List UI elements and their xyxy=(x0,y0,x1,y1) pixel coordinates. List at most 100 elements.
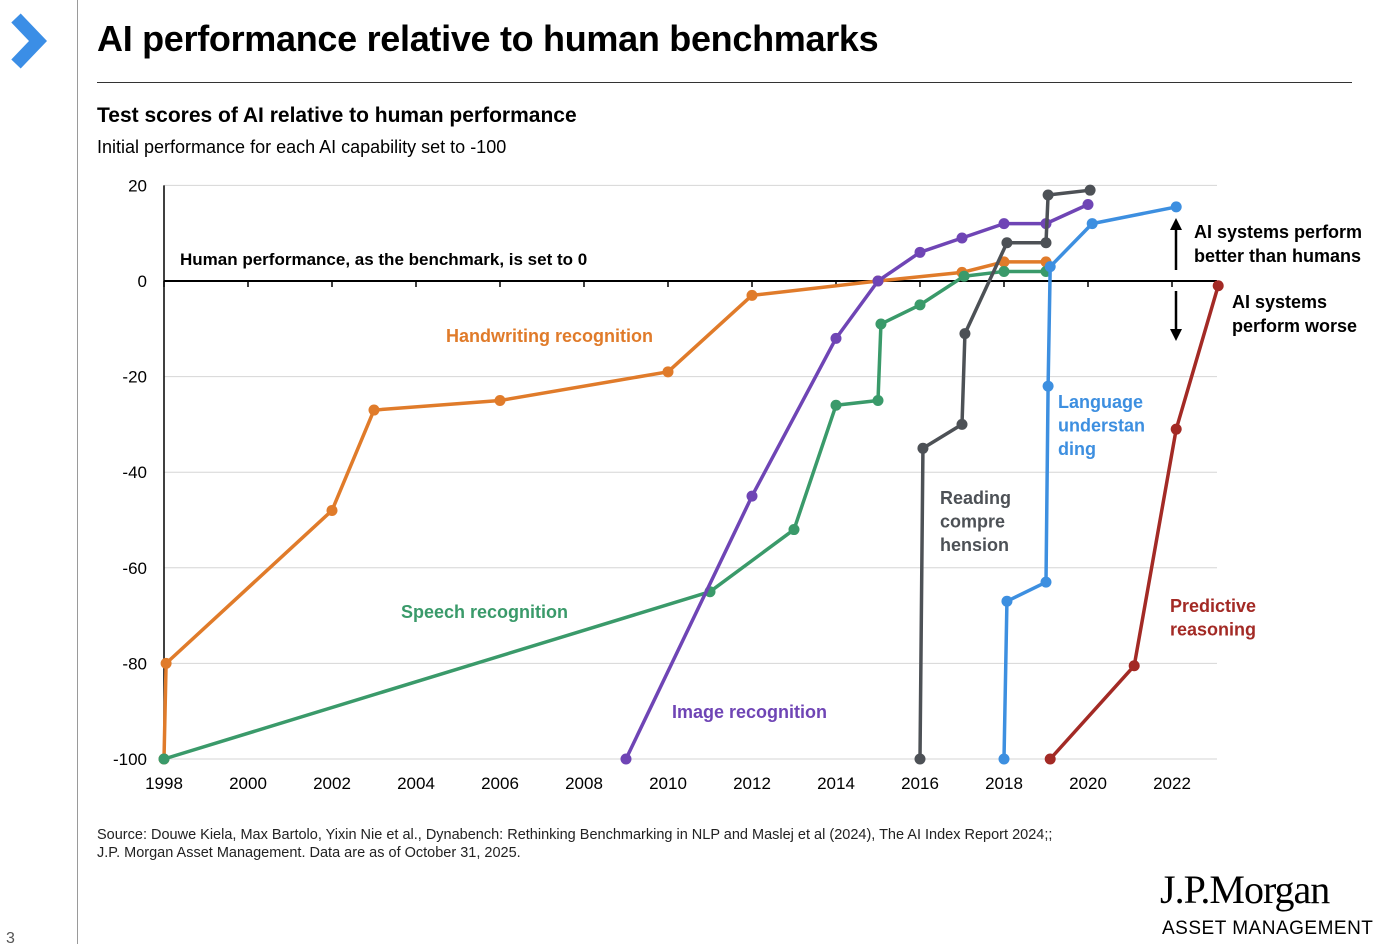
series-label: ding xyxy=(1058,439,1096,459)
data-point xyxy=(1042,380,1054,392)
x-tick-label: 1998 xyxy=(145,774,183,793)
data-point xyxy=(872,275,884,287)
data-point xyxy=(746,490,758,502)
data-point xyxy=(1001,237,1013,249)
series-line xyxy=(918,188,1091,760)
series-reading-comprehension: Reading compre hension xyxy=(914,184,1096,765)
better-annotation: AI systems perform xyxy=(1194,222,1362,242)
series-label: Language xyxy=(1058,392,1143,412)
worse-annotation: AI systems xyxy=(1232,292,1327,312)
page-title: AI performance relative to human benchma… xyxy=(97,18,879,59)
divider-vertical xyxy=(77,0,78,944)
x-tick-label: 2000 xyxy=(229,774,267,793)
series-label: Speech recognition xyxy=(401,602,568,622)
x-tick-label: 2018 xyxy=(985,774,1023,793)
series-label: understan xyxy=(1058,416,1145,436)
data-point xyxy=(788,524,800,536)
data-point xyxy=(326,504,338,516)
series-label: Predictive xyxy=(1170,596,1256,616)
series-predictive-reasoning: Predictive reasoning xyxy=(1044,280,1256,765)
data-point xyxy=(956,418,968,430)
data-point xyxy=(872,395,884,406)
data-point xyxy=(1001,595,1013,607)
jpmorgan-logo: J.P.Morgan xyxy=(1160,867,1330,912)
data-point xyxy=(875,318,887,330)
data-point xyxy=(1044,261,1056,273)
jpmorgan-logo-subtitle: ASSET MANAGEMENT xyxy=(1162,918,1374,939)
data-point xyxy=(956,232,968,244)
x-tick-label: 2016 xyxy=(901,774,939,793)
data-point xyxy=(959,328,971,340)
series-speech-recognition: Speech recognition xyxy=(158,265,1052,765)
data-point xyxy=(914,753,926,765)
source-line-2: J.P. Morgan Asset Management. Data are a… xyxy=(97,845,521,861)
data-point xyxy=(830,332,842,344)
data-point xyxy=(662,366,674,378)
worse-annotation: perform worse xyxy=(1232,316,1357,336)
data-point xyxy=(1042,189,1054,201)
x-tick-label: 2022 xyxy=(1153,774,1191,793)
data-point xyxy=(746,289,758,301)
data-point xyxy=(1128,660,1140,672)
y-tick-label: -20 xyxy=(122,368,147,387)
y-tick-label: 0 xyxy=(138,272,147,291)
arrow-up-icon xyxy=(1170,218,1182,230)
data-point xyxy=(917,442,929,454)
x-tick-label: 2014 xyxy=(817,774,855,793)
data-point xyxy=(998,265,1010,277)
x-tick-label: 2010 xyxy=(649,774,687,793)
data-point xyxy=(1212,280,1224,292)
series-label: reasoning xyxy=(1170,620,1256,640)
data-point xyxy=(1040,237,1052,249)
chevron-right-icon xyxy=(11,13,47,69)
x-tick-label: 2002 xyxy=(313,774,351,793)
data-point xyxy=(914,299,926,311)
data-point xyxy=(958,270,970,282)
divider-horizontal xyxy=(97,82,1352,83)
data-point xyxy=(1170,423,1182,435)
page-number: 3 xyxy=(6,930,15,947)
source-note: Source: Douwe Kiela, Max Bartolo, Yixin … xyxy=(97,826,1052,862)
data-point xyxy=(160,657,172,669)
series-line xyxy=(1048,285,1220,761)
data-point xyxy=(998,218,1010,230)
series-label: hension xyxy=(940,535,1009,555)
chart-title: Test scores of AI relative to human perf… xyxy=(97,104,577,127)
y-tick-label: -40 xyxy=(122,463,147,482)
x-tick-label: 2012 xyxy=(733,774,771,793)
series-label: Handwriting recognition xyxy=(446,326,653,346)
data-point xyxy=(914,246,926,258)
data-point xyxy=(494,395,506,406)
x-tick-label: 2020 xyxy=(1069,774,1107,793)
arrow-down-icon xyxy=(1170,329,1182,341)
series-label: Image recognition xyxy=(672,702,827,722)
data-point xyxy=(620,753,632,765)
y-tick-label: -80 xyxy=(122,654,147,673)
data-point xyxy=(1086,218,1098,230)
series-label: compre xyxy=(940,512,1005,532)
data-point xyxy=(1040,576,1052,588)
better-annotation: better than humans xyxy=(1194,246,1361,266)
data-point xyxy=(830,399,842,411)
baseline-annotation: Human performance, as the benchmark, is … xyxy=(180,250,587,269)
chart-subtitle: Initial performance for each AI capabili… xyxy=(97,137,507,157)
data-point xyxy=(158,753,170,765)
series-line xyxy=(624,202,1089,760)
y-tick-label: -100 xyxy=(113,750,147,769)
data-point xyxy=(368,404,380,416)
y-tick-label: 20 xyxy=(128,176,147,195)
series-line xyxy=(1002,205,1177,760)
y-tick-label: -60 xyxy=(122,559,147,578)
x-tick-label: 2004 xyxy=(397,774,435,793)
x-tick-label: 2008 xyxy=(565,774,603,793)
series-label: Reading xyxy=(940,488,1011,508)
series-line xyxy=(163,269,1046,761)
source-line-1: Source: Douwe Kiela, Max Bartolo, Yixin … xyxy=(97,827,1053,843)
data-point xyxy=(998,753,1010,765)
x-tick-label: 2006 xyxy=(481,774,519,793)
data-point xyxy=(1082,199,1094,211)
data-point xyxy=(1170,201,1182,213)
series-language-understanding: Language understan ding xyxy=(998,201,1182,765)
series-image-recognition: Image recognition xyxy=(620,199,1094,765)
